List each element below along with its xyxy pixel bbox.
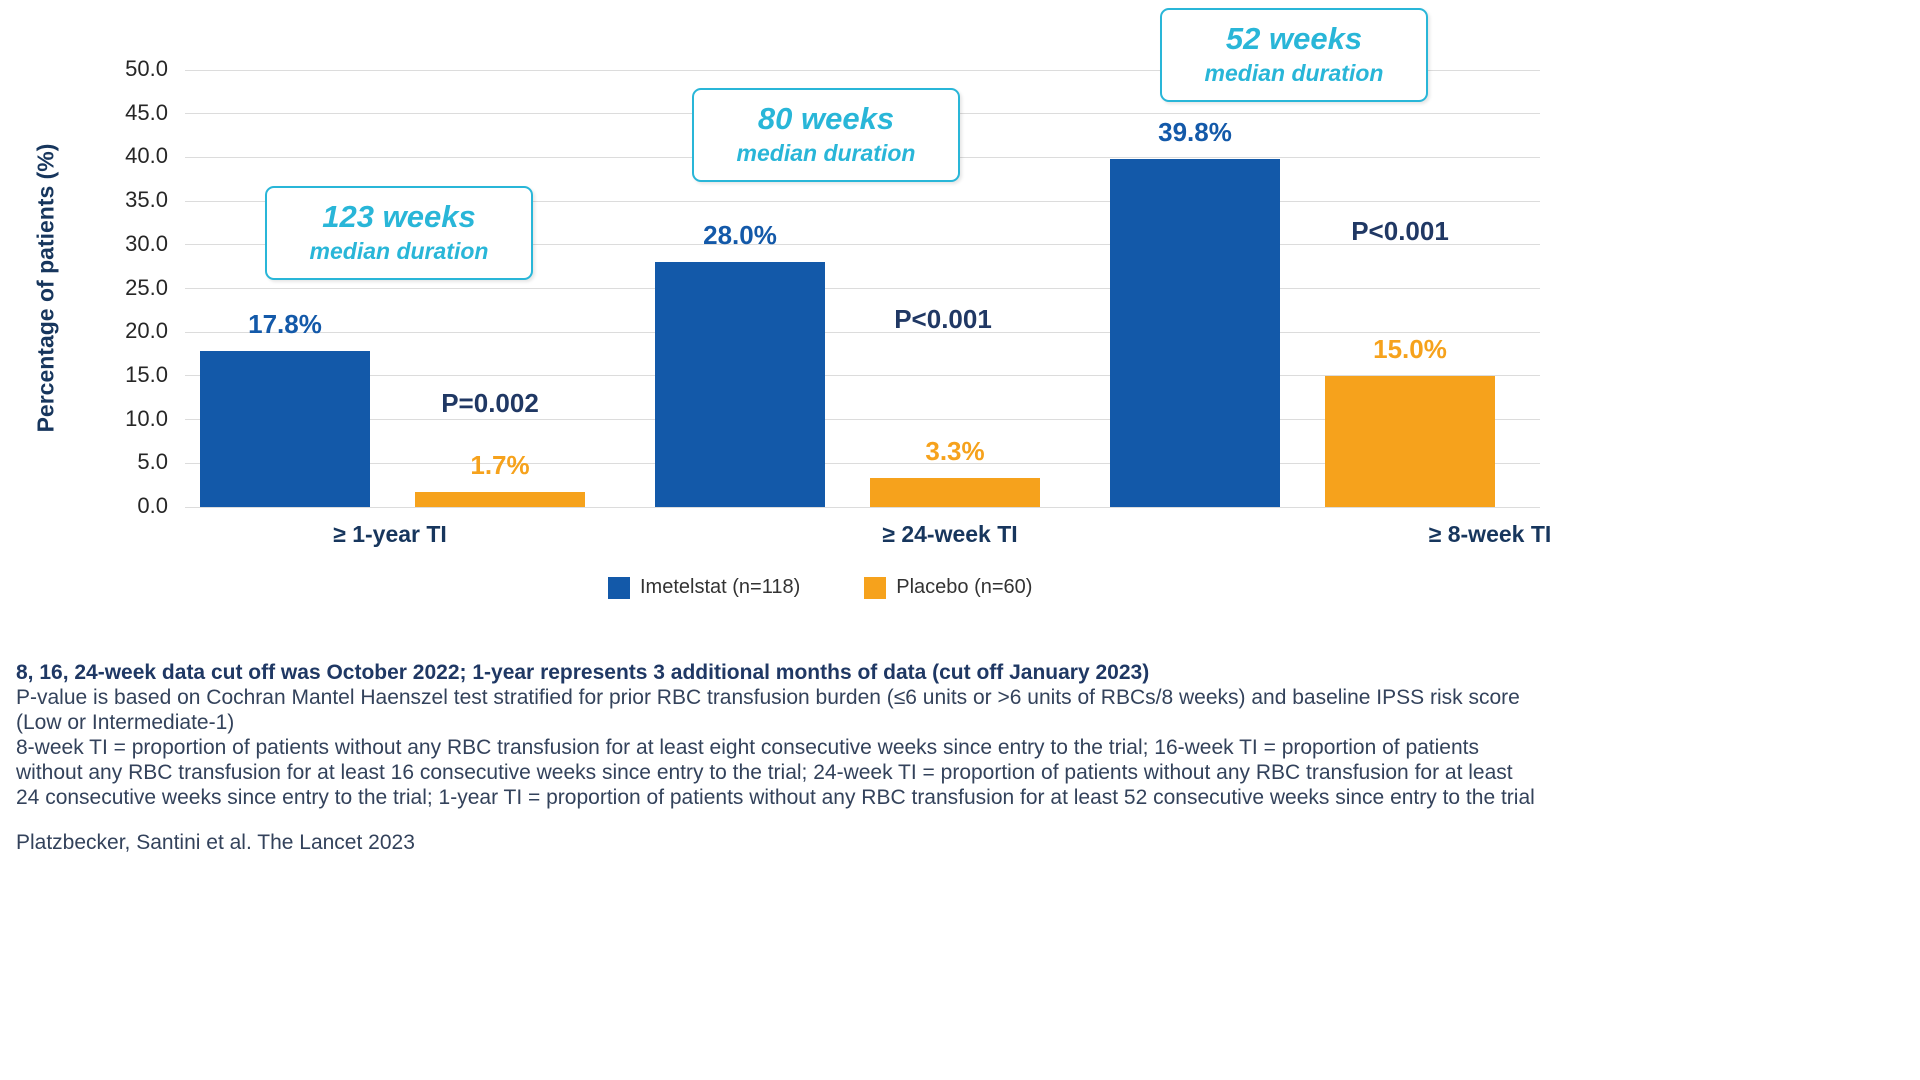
bar-value-label-imetelstat: 17.8% [248, 309, 322, 340]
bar-imetelstat [1110, 159, 1280, 507]
gridline [185, 331, 1540, 333]
gridline [185, 462, 1540, 464]
legend-item-imetelstat: Imetelstat (n=118) [608, 576, 800, 599]
median-duration-callout: 80 weeks median duration [692, 88, 960, 182]
bar-chart: 0.0 5.0 10.0 15.0 20.0 25.0 30.0 35.0 40.0 45.0 50… [125, 8, 1552, 547]
x-axis-category-label: ≥ 24-week TI [882, 521, 1018, 547]
legend: Imetelstat (n=118) Placebo (n=60) [608, 576, 1032, 599]
gridline [185, 200, 1540, 202]
legend-item-placebo: Placebo (n=60) [864, 576, 1032, 599]
p-value-label: P<0.001 [894, 304, 992, 334]
y-axis-tick-label: 0.0 [137, 493, 168, 518]
y-axis-tick-label: 20.0 [125, 318, 168, 344]
y-axis-tick-label: 25.0 [125, 274, 168, 300]
callout-weeks-text: 80 weeks [757, 101, 895, 136]
y-axis-tick-label: 15.0 [125, 361, 168, 387]
y-axis-tick-label: 40.0 [125, 143, 168, 169]
gridline [185, 288, 1540, 289]
gridline [185, 375, 1540, 377]
callout-weeks-text: 52 weeks [1225, 21, 1363, 56]
callout-weeks-text: 123 weeks [322, 199, 476, 234]
footnote-ti-definitions: 8-week TI = proportion of patients witho… [16, 736, 1535, 809]
y-axis-tick-label: 30.0 [125, 230, 168, 256]
y-axis-tick-label: 35.0 [125, 187, 168, 213]
bar-imetelstat [200, 351, 370, 507]
median-duration-callout: 123 weeks median duration [265, 186, 533, 280]
legend-swatch-placebo [864, 576, 887, 599]
bar-value-label-placebo: 3.3% [925, 436, 985, 467]
bar-imetelstat [655, 262, 825, 507]
gridline [185, 244, 1540, 246]
bar-value-label-imetelstat: 28.0% [703, 220, 777, 251]
bar-placebo [1325, 375, 1495, 507]
callout-caption-text: median duration [309, 237, 489, 264]
gridline [185, 69, 1540, 71]
gridline [185, 506, 1540, 508]
footnote-pvalue-method: P-value is based on Cochran Mantel Haens… [16, 686, 1520, 734]
citation: Platzbecker, Santini et al. The Lancet 2… [16, 831, 415, 854]
bar-placebo [415, 492, 585, 507]
y-axis-tick-label: 45.0 [125, 99, 168, 125]
callout-caption-text: median duration [736, 139, 916, 166]
y-axis-tick-label: 50.0 [125, 56, 168, 81]
legend-label-imetelstat: Imetelstat (n=118) [640, 576, 801, 598]
y-axis-tick-label: 5.0 [137, 449, 168, 475]
callout-caption-text: median duration [1204, 59, 1384, 86]
bar-placebo [870, 478, 1040, 507]
y-axis-title: Percentage of patients (%) [32, 143, 59, 433]
legend-swatch-imetelstat [608, 576, 630, 599]
x-axis-category-label: ≥ 1-year TI [333, 521, 447, 547]
p-value-label: P<0.001 [1351, 216, 1449, 246]
y-axis-tick-label: 10.0 [125, 405, 168, 431]
legend-label-placebo: Placebo (n=60) [896, 576, 1033, 598]
footnote-data-cutoff: 8, 16, 24-week data cut off was October … [16, 661, 1150, 684]
bar-value-label-placebo: 1.7% [470, 450, 530, 481]
footnotes: 8, 16, 24-week data cut off was October … [16, 660, 1540, 855]
bar-value-label-placebo: 15.0% [1373, 333, 1447, 364]
p-value-label: P=0.002 [441, 388, 539, 418]
gridline [185, 419, 1540, 421]
x-axis-category-label: ≥ 8-week TI [1428, 521, 1552, 547]
median-duration-callout: 52 weeks median duration [1160, 8, 1428, 102]
bar-value-label-imetelstat: 39.8% [1158, 117, 1232, 148]
